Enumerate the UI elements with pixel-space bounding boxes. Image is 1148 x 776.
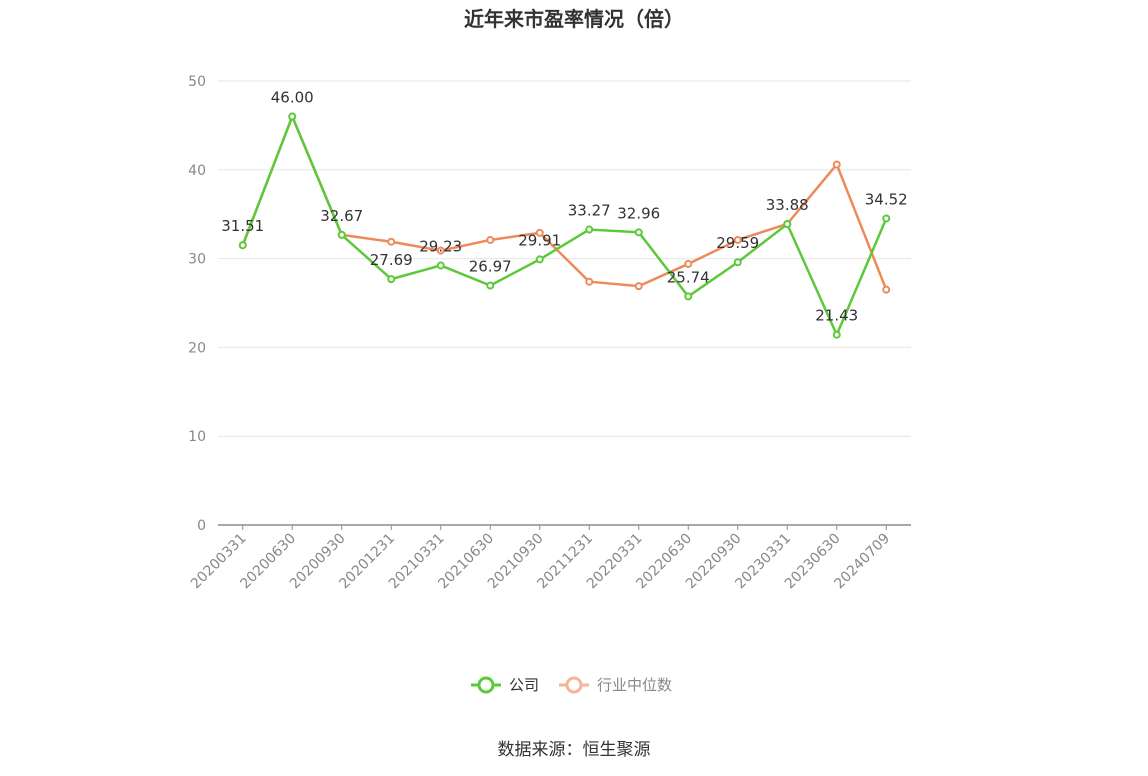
legend-company-swatch-marker [477, 676, 495, 694]
data-point-company[interactable] [684, 292, 693, 301]
data-point-industry-median[interactable] [832, 160, 841, 169]
data-point-company[interactable] [238, 241, 247, 250]
data-point-industry-median[interactable] [634, 282, 643, 291]
data-point-industry-median[interactable] [387, 237, 396, 246]
data-point-industry-median[interactable] [486, 235, 495, 244]
data-point-company[interactable] [882, 214, 891, 223]
data-label: 32.67 [320, 207, 363, 225]
y-tick-label: 20 [188, 340, 206, 356]
data-label: 26.97 [469, 258, 512, 276]
legend-industry-label: 行业中位数 [597, 676, 672, 694]
data-label: 34.52 [865, 190, 908, 208]
y-tick-label: 10 [188, 429, 206, 445]
legend-company-label: 公司 [509, 676, 539, 694]
data-label: 33.27 [568, 202, 611, 220]
series-line-company [241, 115, 888, 336]
data-point-industry-median[interactable] [436, 246, 445, 255]
data-point-company[interactable] [486, 281, 495, 290]
data-label: 27.69 [370, 251, 413, 269]
data-point-company[interactable] [436, 261, 445, 270]
y-tick-label: 30 [188, 252, 206, 268]
data-point-industry-median[interactable] [535, 228, 544, 237]
data-label: 29.23 [419, 237, 462, 255]
data-point-company[interactable] [535, 255, 544, 264]
data-label: 25.74 [667, 268, 710, 286]
data-point-company[interactable] [783, 220, 792, 229]
data-label: 33.88 [766, 196, 809, 214]
data-label: 21.43 [815, 307, 858, 325]
legend-item-company[interactable]: 公司 [471, 676, 539, 694]
y-tick-label: 50 [188, 74, 206, 90]
legend: 公司 行业中位数 [471, 676, 672, 694]
data-point-company[interactable] [733, 258, 742, 267]
data-label: 29.91 [518, 231, 561, 249]
data-label: 29.59 [716, 234, 759, 252]
data-point-company[interactable] [387, 275, 396, 284]
data-point-industry-median[interactable] [733, 235, 742, 244]
series-lines [238, 112, 891, 339]
data-labels: 31.51 46.00 32.67 27.69 29.23 26.97 29.91 33.27… [221, 89, 907, 325]
data-label: 32.96 [617, 204, 660, 222]
data-label: 31.51 [221, 217, 264, 235]
data-point-company[interactable] [634, 228, 643, 237]
data-source: 数据来源：恒生聚源 [498, 740, 651, 760]
data-point-industry-median[interactable] [684, 259, 693, 268]
y-tick-label: 0 [197, 518, 206, 534]
data-point-company[interactable] [585, 225, 594, 234]
data-point-company[interactable] [337, 230, 346, 239]
data-point-company[interactable] [288, 112, 297, 121]
data-label: 46.00 [271, 89, 314, 107]
axes: 0102030405020200331202006302020093020201… [188, 74, 911, 592]
data-point-company[interactable] [832, 330, 841, 339]
data-point-industry-median[interactable] [585, 277, 594, 286]
series-line-industry-median [241, 115, 888, 291]
data-point-industry-median[interactable] [882, 285, 891, 294]
y-tick-label: 40 [188, 163, 206, 179]
legend-industry-swatch-marker [565, 676, 583, 694]
legend-item-industry-median[interactable]: 行业中位数 [559, 676, 672, 694]
chart-title: 近年来市盈率情况（倍） [464, 7, 684, 31]
